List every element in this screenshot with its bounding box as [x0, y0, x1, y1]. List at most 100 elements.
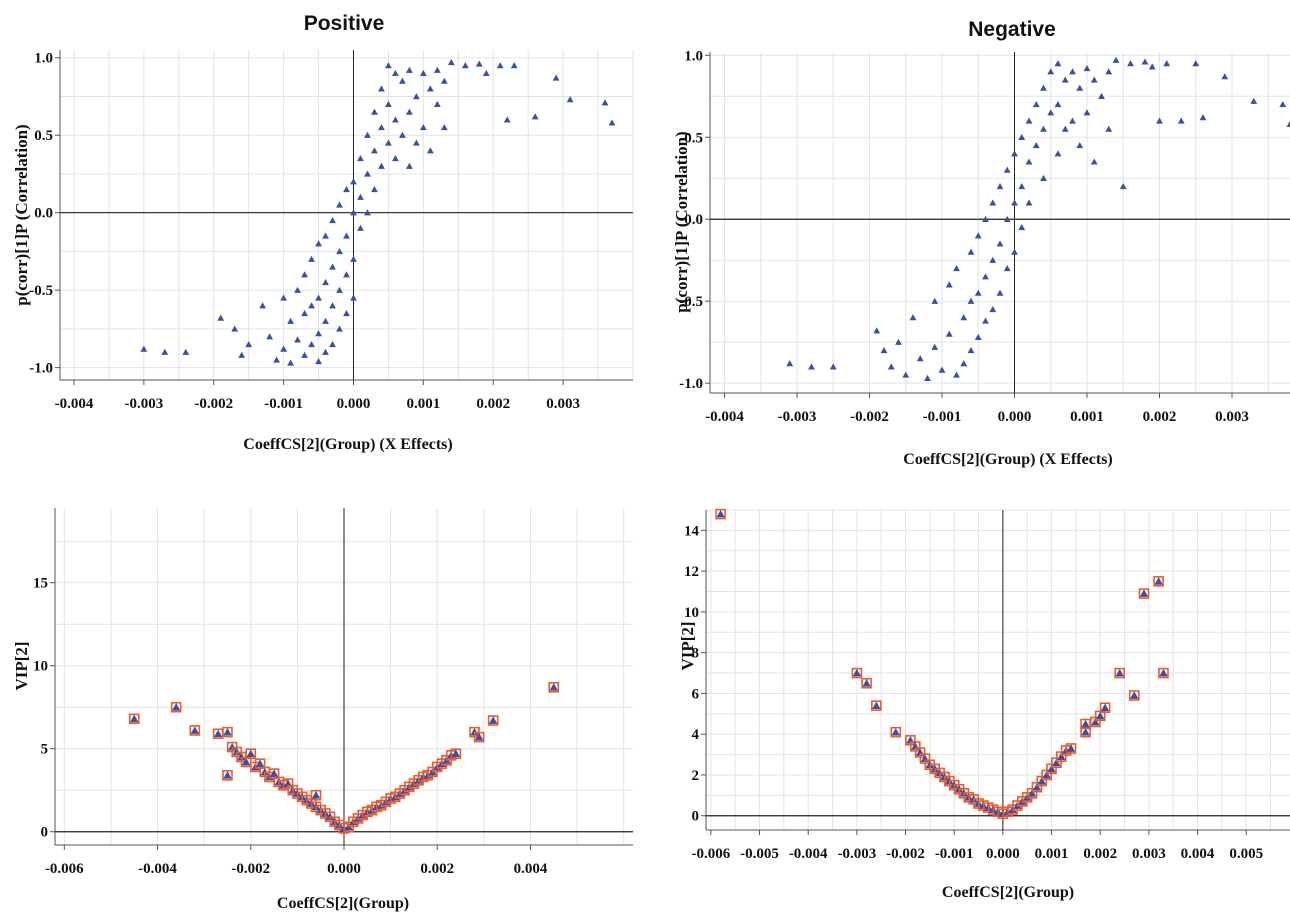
y-tick-label: 15: [33, 576, 48, 592]
data-point: [336, 201, 343, 208]
data-point: [311, 790, 321, 799]
data-point: [405, 108, 413, 115]
data-point: [392, 116, 399, 123]
data-point: [716, 509, 725, 518]
x-tick-label: -0.006: [45, 861, 84, 877]
data-point: [1018, 183, 1026, 190]
data-point: [510, 62, 518, 69]
data-point: [1105, 68, 1113, 75]
data-point-outline: [1138, 588, 1150, 599]
data-point: [945, 330, 953, 337]
data-point: [447, 58, 455, 66]
data-point: [960, 360, 968, 367]
data-point: [412, 139, 420, 146]
x-tick-label: 0.004: [514, 861, 548, 877]
data-point: [412, 93, 420, 100]
x-tick-label: 0.000: [327, 861, 361, 877]
data-point: [960, 314, 968, 321]
data-point: [989, 256, 997, 263]
data-point: [1054, 150, 1062, 157]
data-point: [357, 224, 364, 231]
data-point: [1163, 60, 1171, 67]
data-point: [482, 69, 490, 76]
data-point: [1139, 589, 1149, 597]
data-point-outline: [245, 748, 257, 759]
y-tick-label: 5: [41, 742, 49, 758]
data-point: [1091, 717, 1100, 726]
data-point: [1159, 668, 1168, 677]
data-point: [378, 124, 385, 131]
data-point: [488, 716, 498, 724]
chart-svg: -0.006 -0.004 -0.002 0.000 0.002 0.004 0 5 10 15: [33, 508, 633, 877]
data-point-outline: [222, 726, 233, 738]
x-tick-label: -0.004: [55, 396, 94, 412]
x-axis-label: CoeffCS[2](Group): [941, 884, 1075, 901]
data-point: [378, 162, 385, 169]
data-point: [1052, 758, 1061, 767]
data-point: [171, 703, 181, 711]
data-point: [231, 325, 239, 332]
data-point: [909, 314, 917, 321]
data-point-outline: [487, 715, 499, 726]
data-point: [419, 69, 427, 76]
data-point: [385, 139, 392, 146]
data-point: [287, 317, 294, 324]
x-tick-label: -0.002: [194, 396, 233, 412]
y-tick-label: 6: [692, 686, 700, 702]
data-point: [385, 100, 392, 107]
data-point-outline: [1158, 667, 1169, 679]
data-point: [552, 74, 560, 81]
data-point: [566, 96, 574, 103]
data-point: [996, 289, 1004, 296]
data-point: [350, 209, 357, 216]
data-point: [887, 363, 895, 370]
data-point-outline: [890, 726, 902, 738]
data-point: [996, 183, 1004, 190]
data-point: [213, 729, 223, 738]
data-point: [350, 255, 357, 262]
data-point: [945, 281, 953, 288]
data-point: [329, 302, 336, 309]
data-point: [953, 265, 960, 272]
data-point-outline: [310, 789, 322, 801]
data-point: [1027, 789, 1037, 797]
x-tick-label: 0.002: [1083, 846, 1117, 862]
data-point: [1061, 76, 1069, 83]
data-point: [1112, 56, 1120, 63]
chart-svg: -0.004 -0.003 -0.002 -0.001 0.000 0.001 0.002 0…: [29, 50, 634, 412]
data-point: [902, 371, 910, 378]
y-tick-label: 10: [33, 659, 48, 675]
data-point: [474, 732, 484, 741]
x-axis-label: CoeffCS[2](Group) (X Effects): [903, 451, 1113, 468]
data-point: [269, 769, 279, 777]
data-point: [405, 162, 413, 169]
y-tick-label: 2: [692, 768, 700, 784]
data-point: [1192, 60, 1200, 67]
data-point: [399, 131, 406, 138]
data-point: [974, 289, 982, 296]
data-point: [280, 345, 288, 352]
x-tick-label: -0.003: [124, 396, 163, 412]
data-point: [873, 327, 881, 334]
x-tick-label: 0.002: [1143, 409, 1177, 425]
data-point: [217, 314, 225, 321]
data-point: [786, 360, 794, 367]
data-point-outline: [871, 700, 882, 711]
y-tick-label: 0: [692, 809, 700, 825]
data-point: [1127, 60, 1134, 67]
data-point: [931, 343, 939, 350]
data-point: [1083, 64, 1091, 72]
data-point-outline: [222, 769, 233, 781]
x-tick-label: 0.000: [998, 409, 1032, 425]
x-tick-label: 0.002: [420, 861, 454, 877]
y-tick-label: 0: [41, 825, 49, 841]
x-tick-label: -0.004: [705, 409, 744, 425]
data-point: [880, 346, 888, 354]
data-point: [891, 727, 900, 736]
data-point: [1081, 727, 1090, 736]
data-point: [433, 66, 441, 73]
y-tick-label: 14: [684, 523, 700, 539]
data-point: [1025, 158, 1033, 165]
data-point: [808, 363, 815, 370]
data-point: [325, 812, 335, 821]
